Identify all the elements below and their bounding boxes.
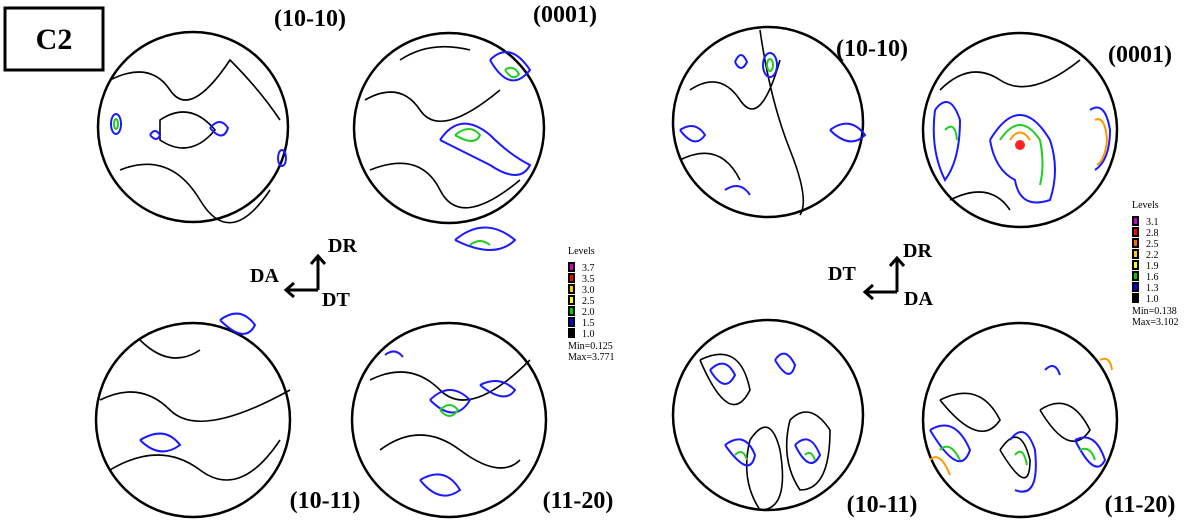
panel-label-box xyxy=(3,6,105,72)
legend-swatch xyxy=(1134,218,1137,224)
legend-swatch xyxy=(570,286,573,292)
legend-level: 3.7 xyxy=(582,263,595,274)
legend-level: 2.0 xyxy=(582,307,595,318)
pole-figure xyxy=(921,321,1119,519)
pole-figure xyxy=(671,318,865,512)
legend-level: 3.1 xyxy=(1146,217,1159,228)
legend-swatch xyxy=(1134,273,1137,279)
legend-swatch xyxy=(570,275,573,281)
legend-swatch xyxy=(1134,251,1137,257)
axis-label: DA xyxy=(904,288,933,310)
legend: Levels 3.12.82.52.21.91.61.31.0Min=0.138M… xyxy=(1132,200,1178,328)
legend-max: Max=3.771 xyxy=(568,352,614,363)
pole-figure xyxy=(352,31,546,251)
axis-label: DT xyxy=(828,263,856,285)
panel-label: C2 xyxy=(36,23,73,56)
legend-min: Min=0.125 xyxy=(568,341,613,352)
legend: Levels 3.73.53.02.52.01.51.0Min=0.125Max=… xyxy=(568,246,614,363)
legend-level: 1.3 xyxy=(1146,283,1159,294)
legend-swatch xyxy=(1134,229,1137,235)
legend-max: Max=3.102 xyxy=(1132,317,1178,328)
pole-figure-label: (10-10) xyxy=(274,6,346,32)
legend-swatch xyxy=(570,264,573,270)
legend-level: 2.5 xyxy=(1146,239,1159,250)
pole-figure-label: (10-10) xyxy=(836,36,908,62)
legend-title: Levels xyxy=(568,246,595,257)
axis-label: DT xyxy=(322,289,350,311)
legend-level: 3.0 xyxy=(582,285,595,296)
axis-label: DR xyxy=(903,240,932,262)
legend-swatch xyxy=(1134,295,1137,301)
pole-figure xyxy=(671,25,867,219)
legend-swatch xyxy=(570,319,573,325)
pole-figure-label: (10-11) xyxy=(847,492,918,518)
legend-swatch xyxy=(1134,262,1137,268)
pole-figure-label: (11-20) xyxy=(1105,492,1176,518)
legend-title: Levels xyxy=(1132,200,1159,211)
legend-level: 3.5 xyxy=(582,274,595,285)
legend-level: 1.0 xyxy=(582,329,595,340)
legend-swatch xyxy=(1134,240,1137,246)
pole-figure-label: (0001) xyxy=(533,2,597,28)
legend-level: 1.6 xyxy=(1146,272,1159,283)
axis-label: DR xyxy=(328,235,357,257)
pole-figure xyxy=(921,31,1119,229)
legend-level: 1.5 xyxy=(582,318,595,329)
legend-swatch xyxy=(570,308,573,314)
pole-figure-label: (10-11) xyxy=(290,488,361,514)
pole-figure xyxy=(94,312,292,519)
pole-figure xyxy=(96,30,290,224)
legend-level: 2.2 xyxy=(1146,250,1159,261)
pole-figure xyxy=(350,321,548,519)
legend-level: 1.9 xyxy=(1146,261,1159,272)
legend-swatch xyxy=(570,297,573,303)
legend-level: 2.5 xyxy=(582,296,595,307)
axis-label: DA xyxy=(250,265,279,287)
legend-level: 1.0 xyxy=(1146,294,1159,305)
pole-figure-label: (11-20) xyxy=(543,488,614,514)
axes-arrows xyxy=(862,255,906,301)
pole-figure-label: (0001) xyxy=(1108,42,1172,68)
legend-min: Min=0.138 xyxy=(1132,306,1177,317)
legend-level: 2.8 xyxy=(1146,228,1159,239)
legend-swatch xyxy=(570,330,573,336)
legend-swatch xyxy=(1134,284,1137,290)
axes-arrows xyxy=(283,253,327,299)
